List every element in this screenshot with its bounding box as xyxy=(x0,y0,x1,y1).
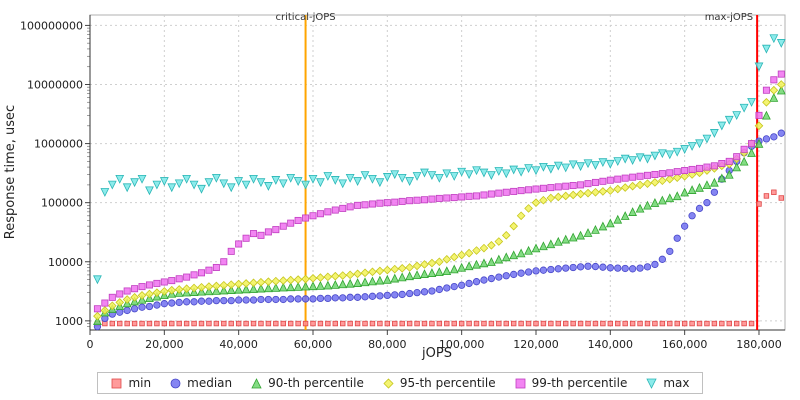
legend-item-median: median xyxy=(169,376,232,390)
series-99-th-percentile xyxy=(93,70,785,313)
series-95-th-percentile xyxy=(93,80,786,321)
series-min xyxy=(94,189,784,327)
legend-label: 99-th percentile xyxy=(531,376,628,390)
plot-area: 1000 10000 100000 1000000 10000000 100000000 0… xyxy=(20,12,786,351)
x-tick-label: 140,000 xyxy=(588,338,634,351)
y-tick-label: 1000 xyxy=(55,315,83,328)
annotation-label: critical-jOPS xyxy=(275,12,335,23)
x-tick-label: 100,000 xyxy=(439,338,485,351)
legend-label: max xyxy=(663,376,690,390)
legend-item-95-th-percentile: 95-th percentile xyxy=(382,376,496,390)
legend-marker-diamond-icon xyxy=(383,377,394,389)
y-tick-label: 10000000 xyxy=(27,78,83,91)
x-tick-label: 60,000 xyxy=(294,338,333,351)
x-tick-label: 180,000 xyxy=(736,338,782,351)
legend-item-99-th-percentile: 99-th percentile xyxy=(514,376,628,390)
y-axis-title: Response time, usec xyxy=(3,105,18,239)
legend-marker-triangle-up-icon xyxy=(251,377,262,388)
x-tick-label: 160,000 xyxy=(662,338,708,351)
x-tick-label: 20,000 xyxy=(145,338,184,351)
legend-marker-circle-icon xyxy=(170,378,181,388)
legend-item-max: max xyxy=(645,376,690,390)
x-tick-label: 120,000 xyxy=(513,338,559,351)
x-tick-label: 40,000 xyxy=(219,338,258,351)
response-time-chart: Response time, usec jOPS 1000 10000 100000… xyxy=(3,12,786,361)
legend-item-min: min xyxy=(110,376,151,390)
legend-label: min xyxy=(128,376,152,390)
legend-marker-square-icon xyxy=(112,378,122,388)
legend-label: median xyxy=(187,376,233,390)
axis-ticks-and-labels: 1000 10000 100000 1000000 10000000 100000000 0… xyxy=(20,15,785,351)
x-tick-label: 0 xyxy=(87,338,94,351)
plot-background xyxy=(89,14,786,331)
y-tick-label: 100000 xyxy=(41,197,83,210)
x-tick-label: 80,000 xyxy=(368,338,407,351)
legend-label: 95-th percentile xyxy=(399,376,496,390)
annotation-label: max-jOPS xyxy=(705,12,753,23)
legend-marker-square-icon xyxy=(515,378,526,388)
legend-item-90-th-percentile: 90-th percentile xyxy=(250,376,364,390)
y-tick-label: 1000000 xyxy=(34,138,83,151)
gridlines xyxy=(90,15,785,330)
x-axis-title: jOPS xyxy=(421,346,452,361)
y-tick-label: 10000 xyxy=(48,256,83,269)
chart-legend: min median 90-th percentile 95-th percentil… xyxy=(97,372,703,394)
legend-marker-triangle-down-icon xyxy=(646,378,658,389)
series-max xyxy=(93,34,786,285)
legend-label: 90-th percentile xyxy=(268,376,364,390)
y-tick-label: 100000000 xyxy=(20,19,83,32)
